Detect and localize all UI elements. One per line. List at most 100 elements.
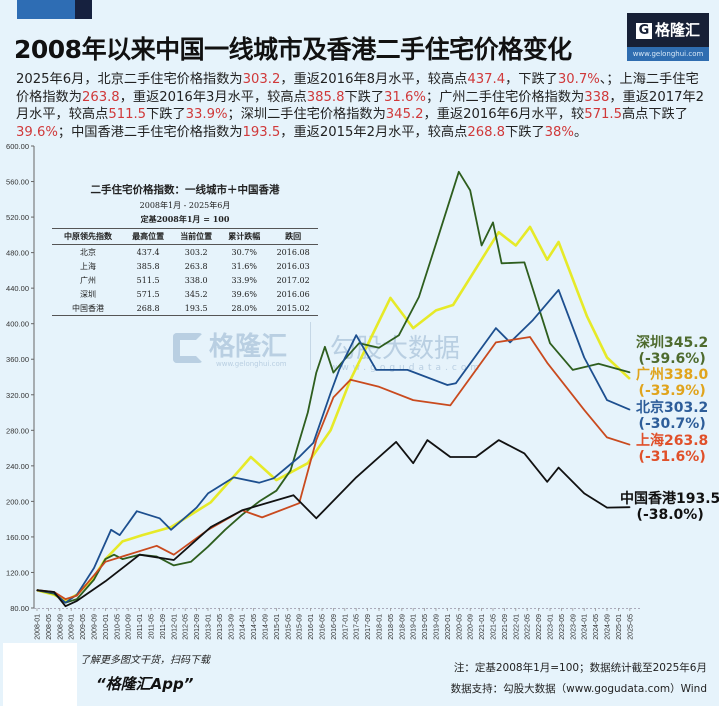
data-point-上海 (412, 399, 414, 401)
x-tick-label: 2024-09 (605, 614, 612, 640)
data-point-深圳 (523, 261, 525, 263)
table-cell: 437.4 (136, 247, 160, 257)
summary-highlight: 303.2 (242, 72, 281, 87)
data-point-深圳 (315, 371, 317, 374)
data-point-广州 (546, 259, 548, 261)
data-point-深圳 (458, 171, 460, 173)
summary-highlight: 39.6% (16, 124, 58, 140)
index-table: 中原领先指数 最高位置 当前位置 累计跌幅 跌回 北京 437.4 303.2 30.7% 20… (52, 228, 318, 316)
x-tick-label: 2013-01 (206, 614, 213, 640)
data-point-广州 (529, 226, 531, 228)
decor-block-navy (75, 0, 92, 19)
watermark-divider (310, 322, 311, 370)
footnote: 注：定基2008年1月=100；数据统计截至2025年6月 (453, 662, 707, 674)
series-line-上海 (36, 336, 631, 601)
y-tick-label: 120.00 (6, 568, 29, 577)
data-point-广州 (435, 309, 437, 311)
x-tick-label: 2021-09 (502, 614, 509, 640)
series-end-value: 中国香港193.5 (620, 491, 719, 507)
data-point-中国香港 (292, 494, 295, 496)
x-tick-label: 2022-05 (525, 614, 532, 640)
summary-highlight: 193.5 (242, 124, 281, 140)
data-point-广州 (452, 304, 454, 306)
table-header-cell: 累计跌幅 (220, 228, 269, 245)
series-end-label: 中国香港193.5 (-38.0%) (620, 491, 719, 523)
x-tick-label: 2025-01 (616, 614, 623, 640)
table-cell: 338.0 (184, 275, 208, 285)
data-point-北京 (355, 334, 357, 336)
x-tick-label: 2018-05 (388, 614, 395, 640)
data-point-中国香港 (64, 605, 67, 607)
x-tick-label: 2019-09 (434, 614, 441, 640)
data-point-北京 (207, 492, 209, 494)
x-tick-label: 2014-09 (263, 614, 270, 640)
data-point-中国香港 (583, 492, 585, 494)
data-point-广州 (412, 327, 414, 329)
x-tick-label: 2022-09 (536, 614, 543, 640)
data-point-中国香港 (395, 441, 397, 443)
summary-highlight: 268.8 (467, 124, 506, 140)
summary-text: ；广州二手住宅价格指数为 (425, 89, 585, 105)
data-point-深圳 (572, 369, 574, 371)
data-point-北京 (338, 369, 340, 371)
table-row: 北京 437.4 303.2 30.7% 2016.08 (52, 245, 318, 260)
data-point-上海 (606, 436, 608, 439)
data-point-深圳 (258, 500, 260, 502)
data-point-北京 (455, 382, 457, 384)
data-point-广州 (141, 534, 144, 536)
data-point-深圳 (469, 189, 471, 192)
data-point-北京 (110, 529, 112, 531)
data-point-广州 (498, 231, 500, 233)
summary-text: ；中国香港二手住宅价格指数为 (57, 124, 243, 140)
x-tick-label: 2013-09 (228, 614, 235, 640)
table-cell: 2015.02 (276, 303, 310, 313)
data-point-广州 (629, 378, 631, 380)
table-row: 中国香港 268.8 193.5 28.0% 2015.02 (52, 301, 318, 316)
data-point-深圳 (629, 371, 631, 373)
x-tick-label: 2008-09 (57, 614, 64, 640)
table-cell: 上海 (80, 261, 97, 271)
summary-text: 下跌了 (505, 124, 545, 140)
summary-highlight: 38% (544, 124, 574, 140)
summary-text: 2025年6月，北京二手住宅价格指数为 (16, 72, 243, 87)
series-end-change: (-31.6%) (638, 449, 706, 465)
x-tick-label: 2015-05 (285, 614, 292, 640)
table-header-row: 中原领先指数 最高位置 当前位置 累计跌幅 跌回 (52, 228, 318, 245)
data-point-中国香港 (36, 589, 38, 591)
data-point-中国香港 (523, 452, 525, 455)
x-tick-label: 2013-05 (217, 614, 224, 640)
x-tick-label: 2025-05 (627, 614, 634, 640)
summary-text: 高点下跌了 (621, 107, 688, 123)
series-end-label: 北京303.2 (-30.7%) (636, 400, 708, 432)
series-end-value: 广州338.0 (636, 367, 709, 383)
data-point-中国香港 (629, 506, 631, 508)
table-cell: 2016.06 (276, 289, 310, 299)
y-tick-label: 320.00 (6, 391, 29, 400)
data-point-深圳 (121, 558, 124, 560)
x-tick-label: 2020-09 (468, 614, 475, 640)
data-point-上海 (495, 341, 497, 343)
table-cell: 571.5 (136, 289, 160, 299)
summary-highlight: 263.8 (81, 89, 120, 105)
data-source: 数据支持：勾股大数据（www.gogudata.com）Wind (450, 683, 707, 695)
table-header-cell: 最高位置 (124, 228, 173, 245)
watermark-data-text: 勾股大数据 (330, 334, 461, 364)
summary-highlight: 31.6% (384, 89, 426, 105)
data-point-中国香港 (546, 481, 548, 483)
x-tick-label: 2014-01 (240, 614, 247, 640)
table-base: 定基2008年1月 = 100 (140, 214, 230, 224)
logo-url: www.gelonghui.com (627, 47, 709, 61)
data-point-上海 (315, 439, 317, 441)
watermark-data-url: www.gogudata.com (330, 363, 484, 373)
watermark-brand-url: www.gelonghui.com (216, 360, 287, 368)
summary-highlight: 338 (584, 89, 610, 105)
summary-text: ，重返2015年2月水平，较高点 (280, 124, 468, 140)
data-point-中国香港 (315, 517, 317, 519)
table-cell: 263.8 (184, 261, 208, 271)
series-end-label: 广州338.0 (-33.9%) (636, 367, 708, 399)
data-point-广州 (329, 429, 332, 431)
x-tick-label: 2021-01 (479, 614, 486, 640)
data-point-深圳 (418, 296, 420, 298)
summary-highlight: 437.4 (467, 72, 506, 87)
data-point-北京 (509, 341, 511, 343)
